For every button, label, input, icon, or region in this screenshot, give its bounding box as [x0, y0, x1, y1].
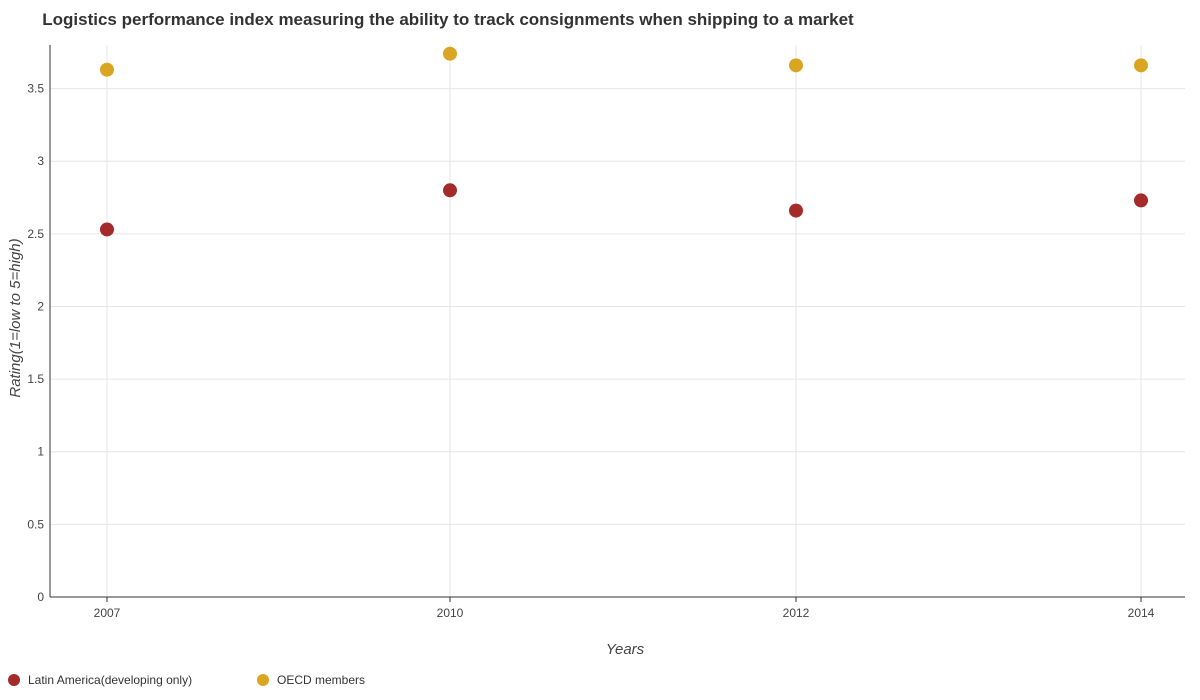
data-point-series-1: [789, 58, 803, 73]
data-point-series-0: [100, 222, 114, 237]
y-axis-title: Rating(1=low to 5=high): [7, 238, 24, 397]
y-tick-label: 0: [37, 590, 44, 604]
data-point-series-0: [443, 183, 457, 198]
y-tick-label: 1: [37, 445, 44, 459]
y-tick-label: 2.5: [27, 227, 44, 241]
legend-marker: [257, 674, 269, 686]
data-point-series-1: [443, 46, 457, 61]
y-tick-label: 1.5: [27, 372, 44, 386]
y-tick-label: 2: [37, 299, 44, 313]
legend-label: Latin America(developing only): [28, 673, 192, 687]
y-tick-labels: 0 0.5 1 1.5 2 2.5 3 3.5: [27, 82, 44, 604]
legend: Latin America(developing only) OECD membe…: [8, 673, 365, 687]
y-tick-label: 3: [37, 154, 44, 168]
x-tick-label: 2010: [437, 606, 464, 620]
legend-marker: [8, 674, 20, 686]
x-tick-labels: 2007 2010 2012 2014: [94, 606, 1155, 620]
data-point-series-1: [1134, 58, 1148, 73]
legend-label: OECD members: [277, 673, 365, 687]
x-tick-label: 2007: [94, 606, 121, 620]
data-point-series-0: [1134, 193, 1148, 208]
data-point-series-1: [100, 62, 114, 77]
y-tick-label: 3.5: [27, 82, 44, 96]
x-axis-title: Years: [606, 641, 645, 658]
grid-lines: [50, 45, 1185, 597]
x-tick-label: 2014: [1128, 606, 1155, 620]
data-point-series-0: [789, 203, 803, 218]
x-tick-label: 2012: [783, 606, 810, 620]
y-tick-label: 0.5: [27, 517, 44, 531]
data-points: [100, 46, 1148, 237]
chart-title: Logistics performance index measuring th…: [42, 10, 854, 29]
axes: [49, 45, 1185, 602]
